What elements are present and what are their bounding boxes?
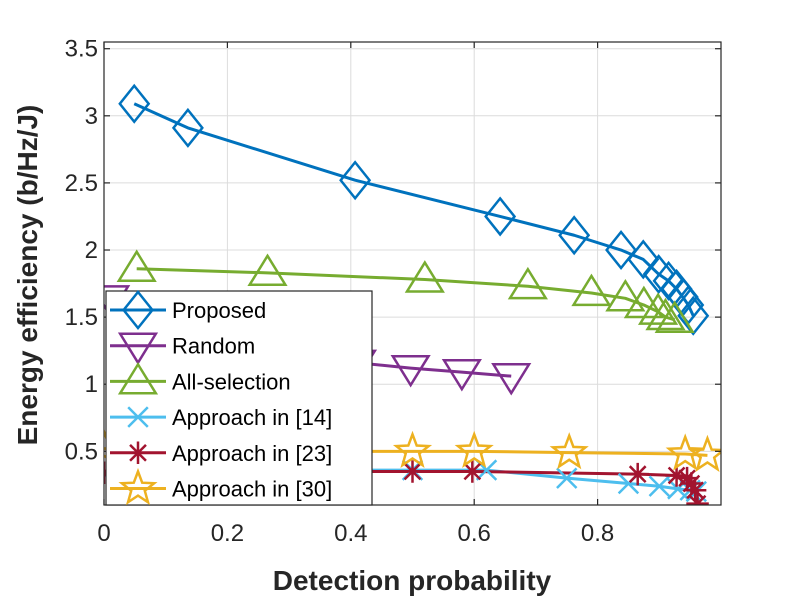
series-2-point	[247, 253, 288, 286]
y-tick-label: 1.5	[65, 304, 98, 331]
legend-marker	[121, 289, 155, 331]
series-1-point	[491, 363, 532, 396]
series-0-point	[677, 295, 710, 336]
legend-box	[105, 290, 373, 506]
series-4-point	[680, 472, 703, 495]
series-2-point	[404, 260, 445, 293]
series-2-point	[645, 297, 686, 331]
series-2-point	[571, 273, 612, 307]
series-5-point	[549, 432, 589, 470]
legend-marker	[117, 332, 159, 366]
x-tick-label: 0.2	[211, 520, 244, 547]
y-axis-label: Energy efficiency (b/Hz/J)	[12, 105, 43, 446]
x-tick-label: 0.8	[581, 520, 614, 547]
y-tick-label: 1	[85, 371, 98, 398]
legend-label: Approach in [30]	[172, 477, 332, 502]
legend-marker	[127, 406, 149, 428]
series-2-point	[605, 278, 646, 312]
legend-label: Approach in [23]	[172, 441, 332, 466]
series-4-point	[686, 492, 709, 505]
legend-label: All-selection	[172, 369, 291, 394]
series-0-point	[558, 215, 591, 256]
series-4-point	[626, 462, 649, 486]
series-0-point	[118, 83, 151, 124]
plot-frame	[103, 41, 722, 506]
legend-label: Random	[172, 334, 255, 359]
series-line-0	[133, 102, 695, 317]
series-0-point	[339, 160, 372, 201]
series-0-point	[627, 239, 660, 280]
series-0-point	[484, 196, 517, 237]
series-5-point	[454, 430, 494, 468]
tick-labels: 0 0.2 0.4 0.6 0.8 0.5 1 1.5 2 2.5 3 3.5	[65, 36, 615, 547]
x-tick-label: 0.6	[458, 520, 491, 547]
y-tick-label: 3.5	[65, 36, 98, 63]
series-4-point	[461, 460, 484, 483]
series-0-point	[171, 107, 204, 148]
legend-marker	[117, 362, 159, 395]
series-4-point	[665, 464, 688, 487]
y-tick-label: 2.5	[65, 170, 98, 197]
legend-label: Proposed	[172, 298, 266, 323]
series-2-point	[637, 292, 679, 325]
x-tick-label: 0.4	[334, 520, 367, 547]
series-1-point	[441, 358, 482, 392]
series-0-point	[642, 254, 675, 295]
legend: Proposed Random All-selection Approach in […	[105, 289, 373, 506]
series-5-point	[392, 430, 433, 468]
series-0-point	[605, 230, 638, 271]
x-axis-label: Detection probability	[273, 565, 552, 596]
series-line-2	[136, 267, 676, 322]
series-1-point	[390, 354, 431, 388]
x-tick-label: 0	[97, 520, 110, 547]
legend-marker	[126, 441, 150, 465]
legend-label: Approach in [14]	[172, 405, 332, 430]
series-3-point	[556, 467, 578, 489]
y-tick-label: 0.5	[65, 438, 98, 465]
series-4-point	[401, 460, 424, 483]
series-2-point	[654, 300, 695, 333]
series-3-point	[648, 475, 670, 497]
series-2-point	[116, 249, 157, 282]
y-tick-label: 3	[85, 103, 98, 130]
series-2-point	[507, 266, 548, 300]
series-4-point	[683, 478, 707, 502]
y-tick-label: 2	[85, 237, 98, 264]
series-5-point	[687, 434, 721, 472]
legend-marker	[118, 467, 158, 506]
